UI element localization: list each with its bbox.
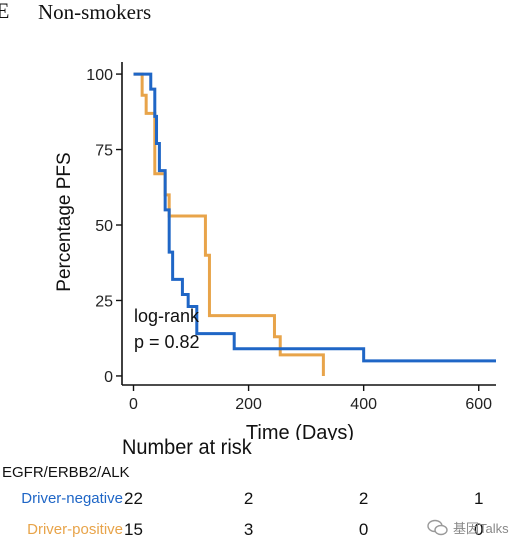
risk-row-label: Driver-positive (27, 521, 123, 538)
y-tick-label: 75 (95, 143, 113, 160)
curves (133, 72, 496, 376)
y-tick-label: 100 (86, 67, 113, 84)
x-tick-label: 0 (129, 396, 138, 413)
watermark-text: 基因Talks (453, 521, 509, 536)
annotation-pvalue: p = 0.82 (134, 332, 200, 352)
risk-group-label: EGFR/ERBB2/ALK (2, 464, 130, 481)
axes: 0 25 50 75 100 0 200 400 600 (86, 62, 496, 413)
risk-count: 2 (243, 489, 254, 508)
watermark: 基因Talks (427, 518, 509, 537)
annotation-test: log-rank (134, 306, 200, 326)
wechat-icon (427, 519, 448, 535)
x-tick-label: 600 (465, 396, 492, 413)
curve-driver-positive (133, 72, 325, 376)
risk-count: 22 (124, 489, 143, 508)
x-tick-label: 400 (350, 396, 377, 413)
risk-count: 0 (358, 520, 369, 539)
risk-table-title: Number at risk (122, 436, 252, 459)
panel-title: Non-smokers (38, 0, 152, 24)
risk-count: 1 (474, 489, 484, 508)
y-tick-label: 0 (104, 369, 113, 386)
y-tick-label: 50 (95, 218, 113, 235)
km-chart: 0 25 50 75 100 0 200 400 600 Percentage PFS Time… (54, 62, 496, 440)
panel-letter: E (0, 0, 10, 23)
risk-count: 3 (243, 520, 254, 539)
curve-driver-negative (133, 72, 496, 363)
risk-count: 15 (124, 520, 143, 539)
x-tick-label: 200 (235, 396, 262, 413)
risk-count: 0 (474, 520, 484, 539)
risk-count: 2 (358, 489, 369, 508)
y-tick-label: 25 (95, 293, 113, 310)
y-axis-label: Percentage PFS (54, 152, 75, 291)
x-axis-label: Time (Days) (246, 422, 354, 440)
risk-row-label: Driver-negative (21, 490, 123, 507)
